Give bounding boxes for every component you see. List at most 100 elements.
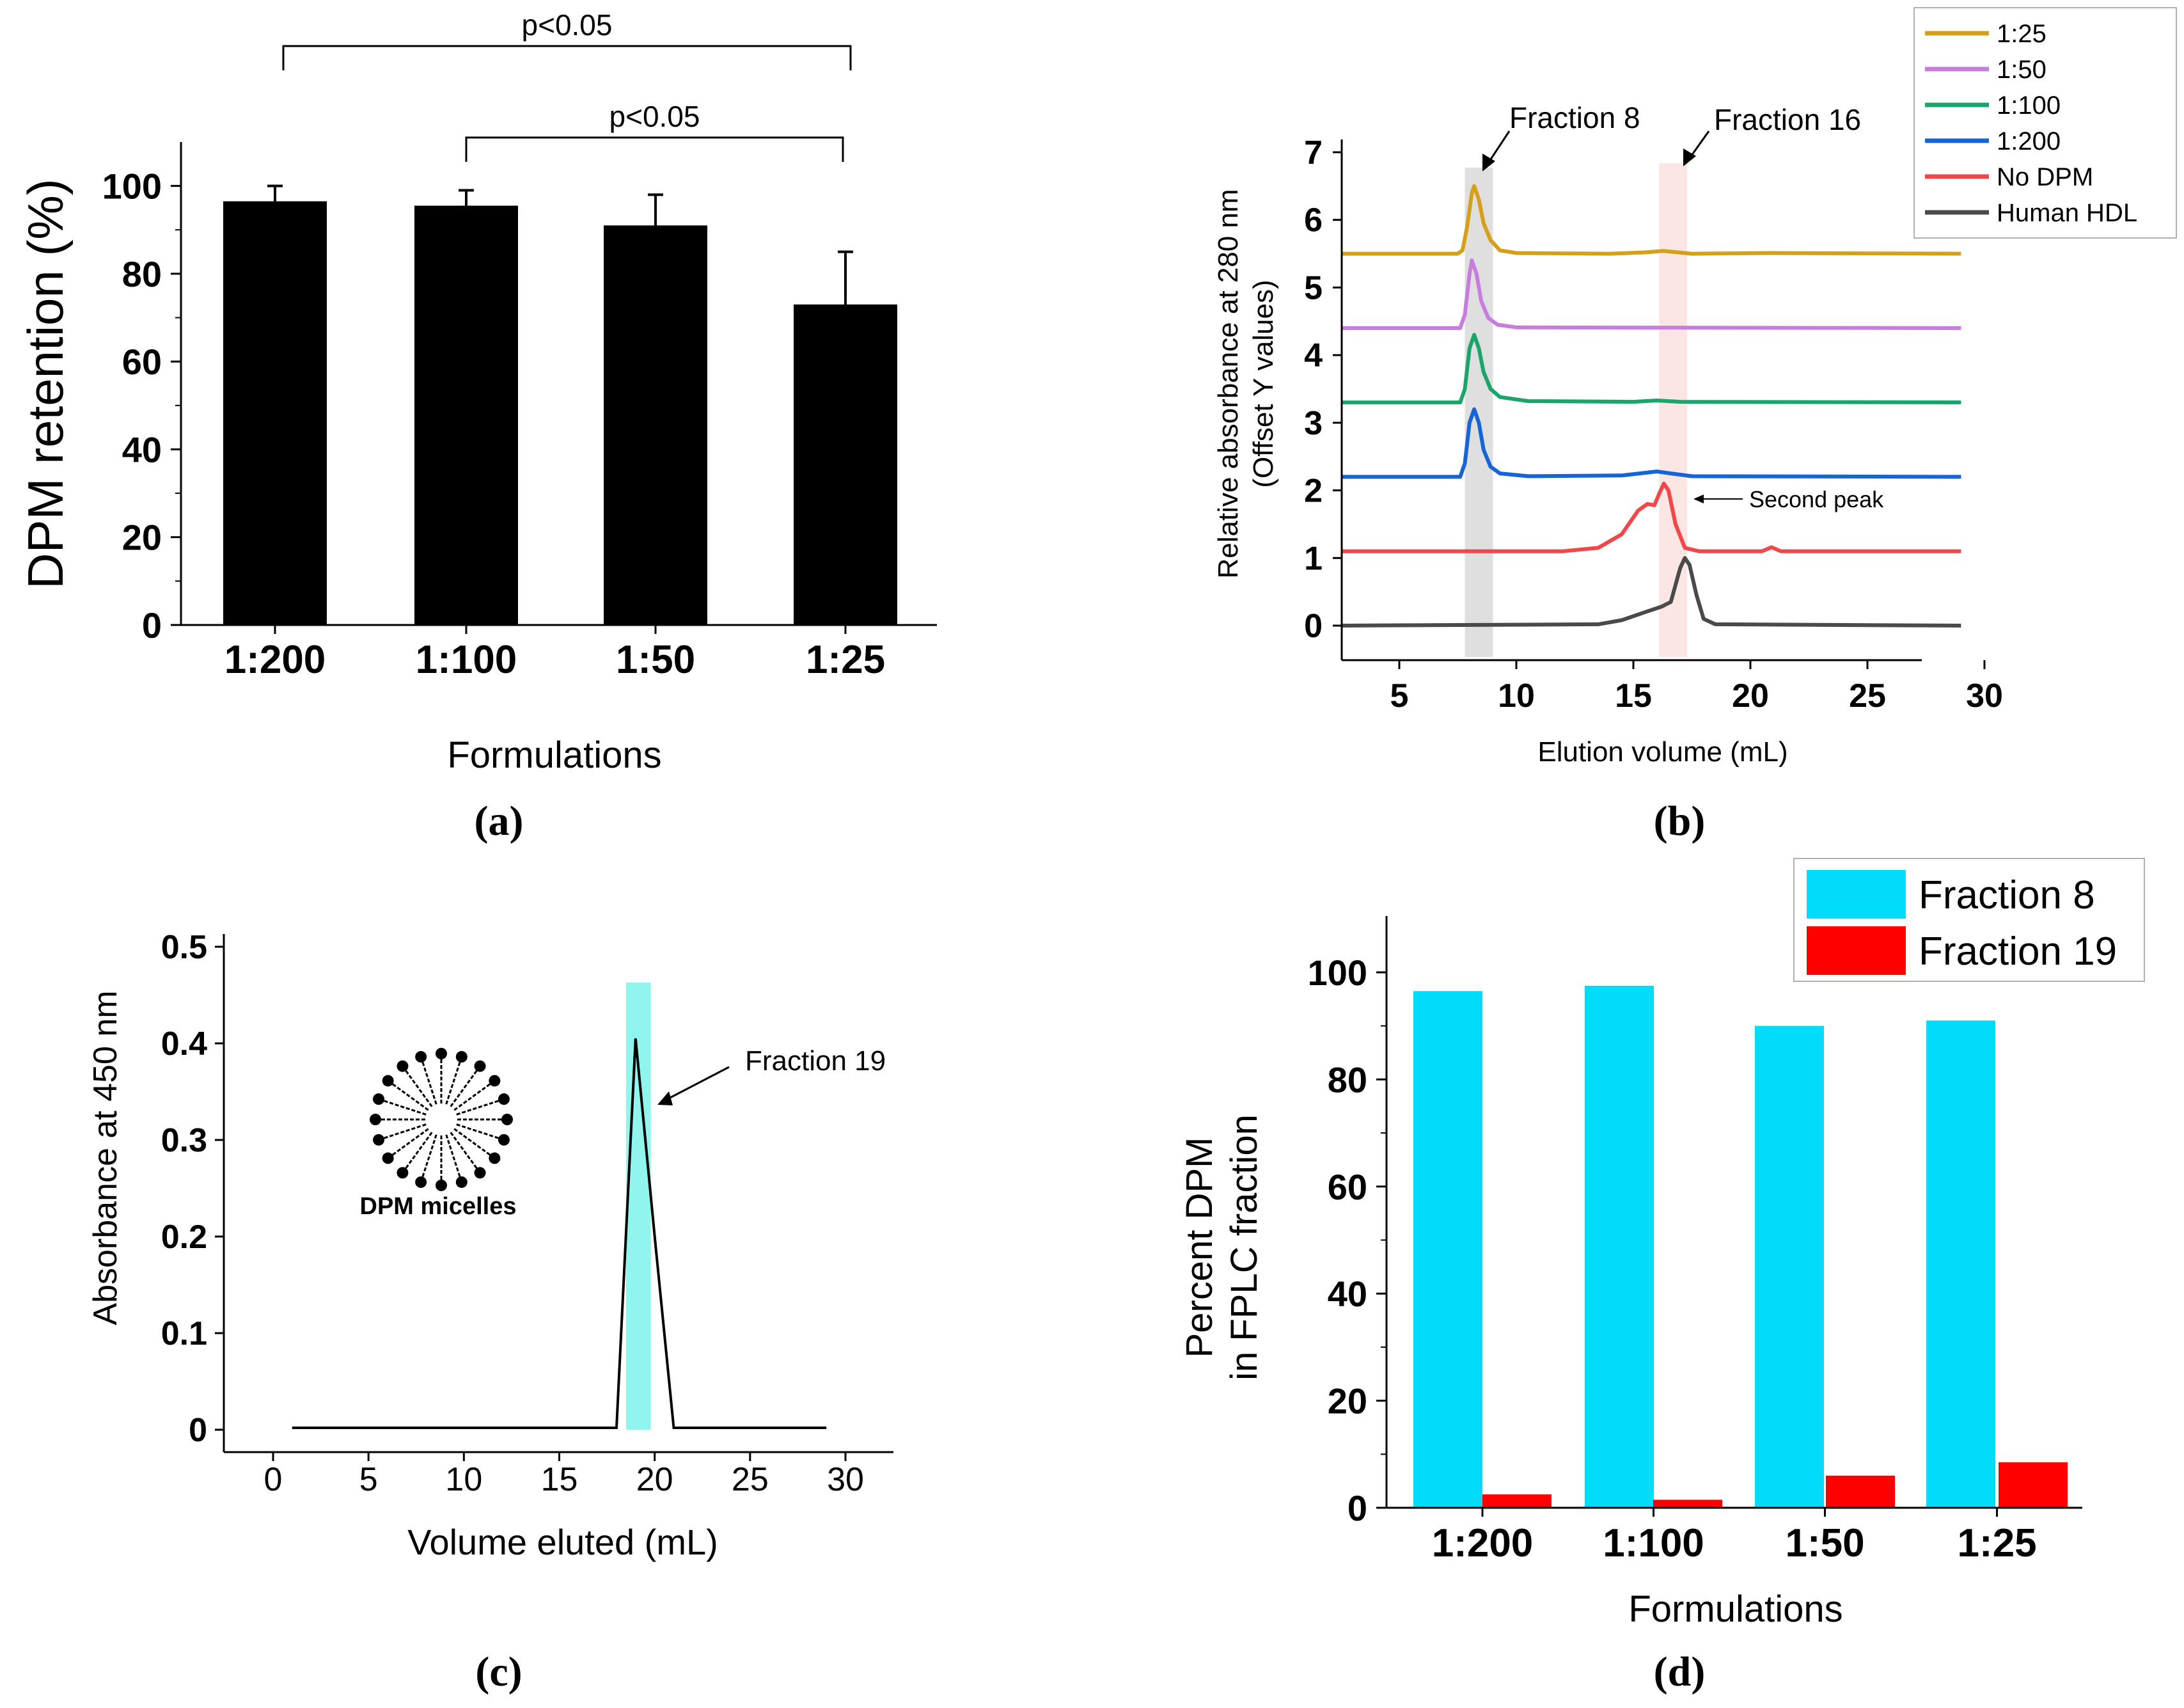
micelle-lipid-tail (383, 1123, 427, 1139)
panel-b-second-peak-arrowhead (1693, 494, 1704, 503)
panel-a-significance-bracket (465, 136, 844, 162)
micelle-lipid-head (501, 1114, 513, 1125)
micelle-lipid-head (382, 1152, 394, 1164)
micelle-lipid-tail (453, 1128, 491, 1157)
panel-c-y-tick-label: 0.2 (161, 1219, 207, 1256)
dpm-micelle-icon (370, 1048, 513, 1191)
micelle-lipid-head (373, 1093, 385, 1105)
panel-c-y-tick-label: 0.4 (161, 1025, 207, 1063)
panel-a-y-tick-label: 0 (142, 605, 162, 645)
panel-d-legend-label: Fraction 8 (1919, 873, 2095, 917)
micelle-lipid-tail (391, 1082, 429, 1111)
panel-b-legend: 1:25 1:50 1:100 1:200 No DPM Human HDL (1913, 7, 2177, 239)
panel-d-bar-fraction19-1-200 (1482, 1494, 1552, 1508)
panel-a-bar-1-200 (223, 201, 327, 626)
panel-d-bar-fraction19-1-50 (1826, 1475, 1895, 1508)
panel-b-fraction16-band (1659, 163, 1688, 657)
panel-a-x-tick-label: 1:100 (416, 638, 517, 682)
panel-b-y-tick-label: 2 (1304, 473, 1323, 510)
panel-c-y-tick-label: 0.1 (161, 1315, 207, 1352)
panel-d-x-tick-label: 1:100 (1603, 1521, 1704, 1565)
panel-a-bar-1-50 (604, 225, 707, 626)
panel-b-y-tick-label: 0 (1304, 608, 1323, 645)
panel-b-legend-label: 1:25 (1997, 20, 2047, 48)
panel-c-x-tick-label: 10 (445, 1461, 482, 1498)
panel-a-x-axis-label: Formulations (447, 734, 661, 776)
panel-b-y-tick-label: 5 (1304, 269, 1323, 306)
panel-c-inset-label: DPM micelles (360, 1193, 517, 1220)
micelle-lipid-tail (450, 1132, 478, 1169)
panel-a-y-tick-label: 60 (122, 342, 162, 382)
panel-d-label: (d) (1654, 1649, 1706, 1695)
panel-b-y-tick-label: 1 (1304, 540, 1323, 577)
micelle-lipid-tail (421, 1134, 437, 1178)
panel-c-y-tick-label: 0.5 (161, 929, 207, 966)
panel-c-x-tick-label: 30 (827, 1461, 864, 1498)
panel-b-y-tick-label: 7 (1304, 134, 1323, 171)
panel-a-y-tick-label: 40 (122, 429, 162, 470)
micelle-lipid-tail (456, 1123, 499, 1139)
micelle-lipid-tail (456, 1100, 499, 1116)
panel-b-fraction8-label: Fraction 8 (1509, 101, 1640, 134)
panel-a-significance-bracket (282, 45, 852, 70)
panel-c-x-axis-label: Volume eluted (mL) (407, 1522, 718, 1562)
micelle-lipid-head (436, 1180, 447, 1191)
panel-b-series-line-1-200 (1340, 407, 1961, 479)
panel-d-legend-swatch (1807, 870, 1906, 919)
panel-b-y-axis-label-2: (Offset Y values) (1248, 280, 1279, 487)
panel-b-legend-label: 1:200 (1997, 127, 2061, 155)
panel-b-x-tick-label: 5 (1390, 677, 1409, 715)
micelle-lipid-head (489, 1152, 501, 1164)
panel-d-legend: Fraction 8 Fraction 19 (1793, 858, 2145, 982)
panel-b-fraction16-label: Fraction 16 (1714, 103, 1861, 136)
panel-c-x-tick-label: 25 (732, 1461, 769, 1498)
panel-d-y-axis-label-2: in FPLC fraction (1223, 1114, 1265, 1380)
panel-b-series-line-1-25 (1340, 184, 1961, 256)
panel-b-elution-profile-chart: 5 10 15 20 25 30 0 1 2 3 4 5 6 7 Fraction 8 Fraction … (1213, 7, 2177, 844)
panel-d-x-axis-label: Formulations (1628, 1588, 1842, 1630)
panel-d-x-tick-label: 1:50 (1785, 1521, 1864, 1565)
micelle-lipid-head (415, 1176, 427, 1188)
panel-b-x-tick-label: 15 (1615, 677, 1652, 715)
panel-a-significance-label: p<0.05 (522, 8, 613, 42)
panel-b-legend-label: Human HDL (1997, 199, 2137, 227)
panel-b-legend-label: 1:50 (1997, 56, 2047, 84)
panel-b-x-tick-label: 10 (1498, 677, 1535, 715)
panel-d-x-tick-label: 1:200 (1432, 1521, 1534, 1565)
panel-a-label: (a) (475, 798, 524, 844)
panel-b-fraction16-arrowhead (1683, 148, 1696, 166)
panel-d-legend-label: Fraction 19 (1919, 929, 2117, 974)
micelle-lipid-tail (445, 1134, 461, 1178)
panel-b-series-line-1-100 (1340, 333, 1961, 405)
panel-c-x-tick-label: 15 (541, 1461, 578, 1498)
panel-a-dpm-retention-chart: 1:200 1:100 1:50 1:25 0 20 40 60 80 100 p<0.05 p<0.… (17, 8, 937, 844)
micelle-lipid-tail (453, 1082, 491, 1111)
micelle-lipid-head (373, 1134, 385, 1146)
micelle-lipid-head (498, 1134, 510, 1146)
panel-b-legend-label: 1:100 (1997, 91, 2061, 120)
micelle-lipid-head (382, 1075, 394, 1087)
panel-d-bar-fraction19-1-100 (1653, 1499, 1722, 1508)
panel-b-series-line-human-hdl (1340, 556, 1961, 628)
panel-b-series-line-no-dpm (1340, 482, 1961, 553)
panel-a-x-tick-label: 1:25 (806, 638, 885, 682)
micelle-lipid-tail (445, 1061, 461, 1105)
micelle-lipid-tail (383, 1100, 427, 1116)
panel-a-y-tick-label: 80 (122, 254, 162, 294)
panel-d-y-tick-label: 100 (1308, 953, 1367, 993)
panel-a-y-tick-label: 20 (122, 518, 162, 558)
micelle-lipid-head (455, 1176, 467, 1188)
panel-b-label: (b) (1654, 798, 1706, 844)
panel-d-bar-fraction8-1-50 (1755, 1025, 1824, 1508)
panel-b-y-tick-label: 6 (1304, 202, 1323, 239)
panel-b-fraction8-band (1465, 168, 1493, 657)
panel-d-y-tick-label: 80 (1328, 1059, 1367, 1100)
micelle-lipid-head (370, 1114, 381, 1125)
panel-b-y-tick-label: 3 (1304, 405, 1323, 442)
micelle-lipid-tail (404, 1132, 433, 1169)
panel-d-fplc-fraction-chart: 1:200 1:100 1:50 1:25 0 20 40 60 80 100 Fraction … (1179, 858, 2145, 1695)
panel-a-x-tick-label: 1:200 (224, 638, 326, 682)
panel-a-y-axis-label: DPM retention (%) (17, 178, 74, 589)
panel-c-absorbance-line (292, 1038, 827, 1429)
